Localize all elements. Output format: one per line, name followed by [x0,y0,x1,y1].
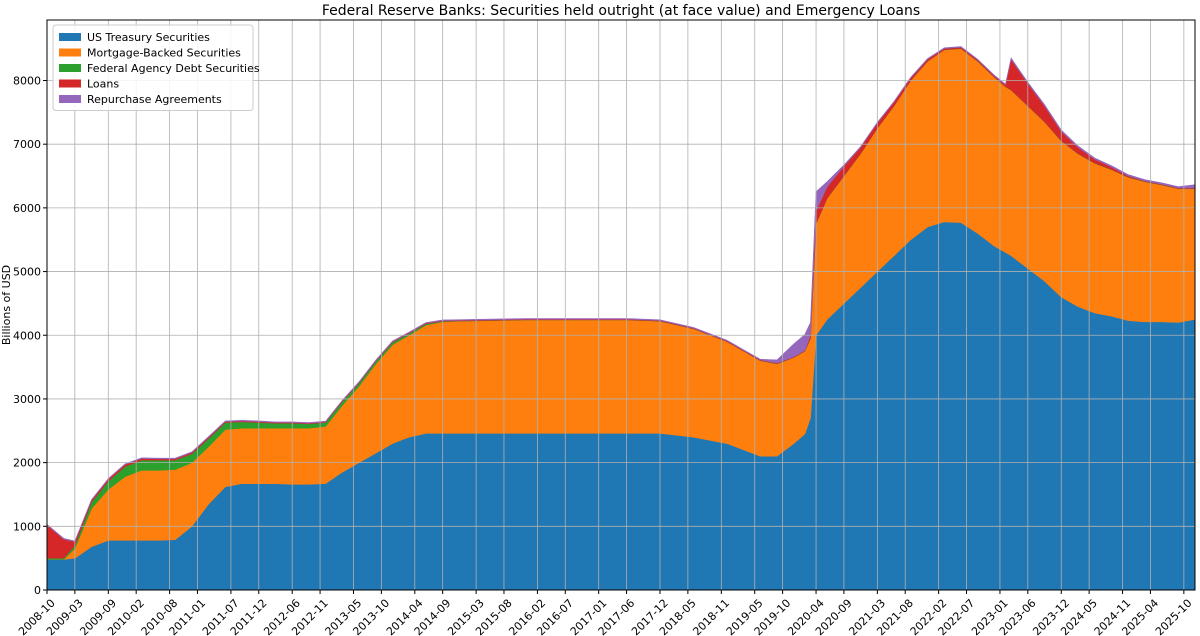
y-tick-label: 2000 [13,457,41,470]
legend-swatch [59,48,81,57]
legend-swatch [59,79,81,88]
y-tick-label: 6000 [13,202,41,215]
legend-label: Repurchase Agreements [87,93,222,106]
y-axis-ticks: 0 1000 2000 3000 4000 5000 6000 7000 8000 [13,75,47,597]
y-tick-label: 8000 [13,75,41,88]
legend-label: Federal Agency Debt Securities [87,62,260,75]
legend-label: Mortgage-Backed Securities [87,47,241,60]
plot-frame [46,19,1196,591]
y-tick-label: 5000 [13,266,41,279]
x-tick-label: 2025-10 [1153,597,1195,636]
y-axis-label: Billions of USD [0,265,13,345]
y-tick-label: 7000 [13,138,41,151]
legend-label: Loans [87,78,119,91]
y-tick-label: 0 [34,584,41,597]
legend-swatch [59,33,81,41]
legend-swatch [59,95,81,103]
legend-label: US Treasury Securities [87,31,210,44]
legend-box [52,24,254,111]
y-tick-label: 3000 [13,393,41,406]
y-tick-label: 4000 [13,329,41,342]
gridlines [46,20,1195,591]
legend: US Treasury Securities Mortgage-Backed Se… [52,24,260,111]
legend-swatch [59,64,81,72]
y-tick-label: 1000 [13,520,41,533]
x-axis-ticks: 2008-102009-032009-092010-022010-082011-… [16,590,1195,636]
chart-title: Federal Reserve Banks: Securities held o… [322,3,920,19]
